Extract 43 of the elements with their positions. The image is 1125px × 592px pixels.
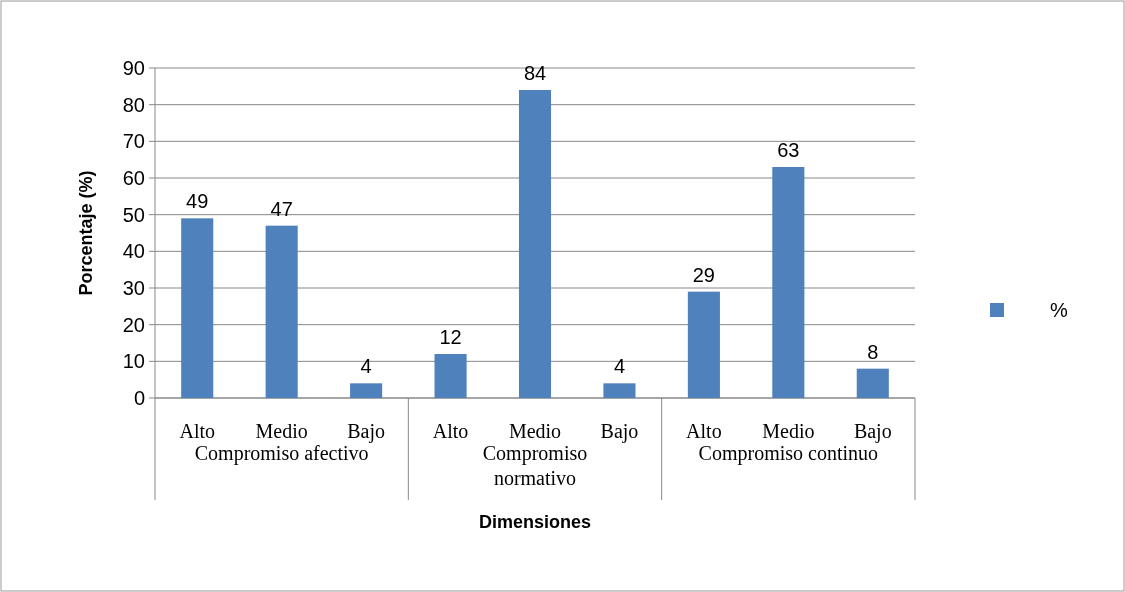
x-tick-label: Medio: [762, 420, 815, 442]
bar: [434, 354, 467, 398]
y-tick-label: 20: [122, 313, 145, 336]
y-tick-label: 30: [122, 277, 145, 299]
bar: [518, 90, 552, 398]
text: Compromiso afectivo: [194, 442, 369, 465]
x-tick-label: Alto: [179, 420, 215, 442]
y-tick-label: 40: [122, 240, 145, 263]
text: Compromiso continuo: [698, 442, 879, 465]
x-tick-label: Medio: [508, 420, 562, 442]
text: Compromiso normativo: [482, 442, 588, 489]
bar: [687, 291, 720, 398]
y-tick-label: 50: [122, 203, 145, 226]
y-tick-label: 90: [122, 57, 145, 79]
x-tick-label: Bajo: [600, 420, 639, 443]
data-label: 49: [186, 190, 209, 213]
legend-label: %: [1050, 299, 1068, 321]
bar: [603, 383, 636, 398]
x-tick-label: Medio: [255, 420, 308, 442]
data-label: 29: [692, 263, 716, 286]
y-tick-label: 0: [133, 387, 145, 409]
x-tick-label: Alto: [432, 420, 469, 442]
y-tick-label: 60: [122, 167, 145, 189]
bar: [856, 368, 889, 398]
x-axis-title: Dimensiones: [478, 512, 592, 532]
bar: [181, 218, 214, 398]
x-tick-label: Bajo: [853, 420, 892, 443]
y-tick-label: 10: [122, 350, 145, 373]
data-label: 63: [777, 139, 800, 161]
data-label: 4: [613, 355, 626, 378]
bar: [350, 383, 383, 398]
data-label: 47: [270, 197, 293, 220]
y-axis-title: Porcentaje (%): [76, 170, 96, 296]
data-label: 84: [523, 62, 547, 84]
data-label: 4: [360, 355, 372, 378]
data-label: 12: [439, 326, 462, 348]
y-tick-label: 80: [122, 93, 145, 116]
x-tick-label: Bajo: [347, 420, 385, 443]
data-label: 8: [867, 340, 879, 363]
y-tick-label: 70: [122, 130, 145, 153]
bar: [265, 225, 298, 398]
bar: [772, 167, 805, 398]
x-tick-label: Alto: [686, 420, 722, 442]
